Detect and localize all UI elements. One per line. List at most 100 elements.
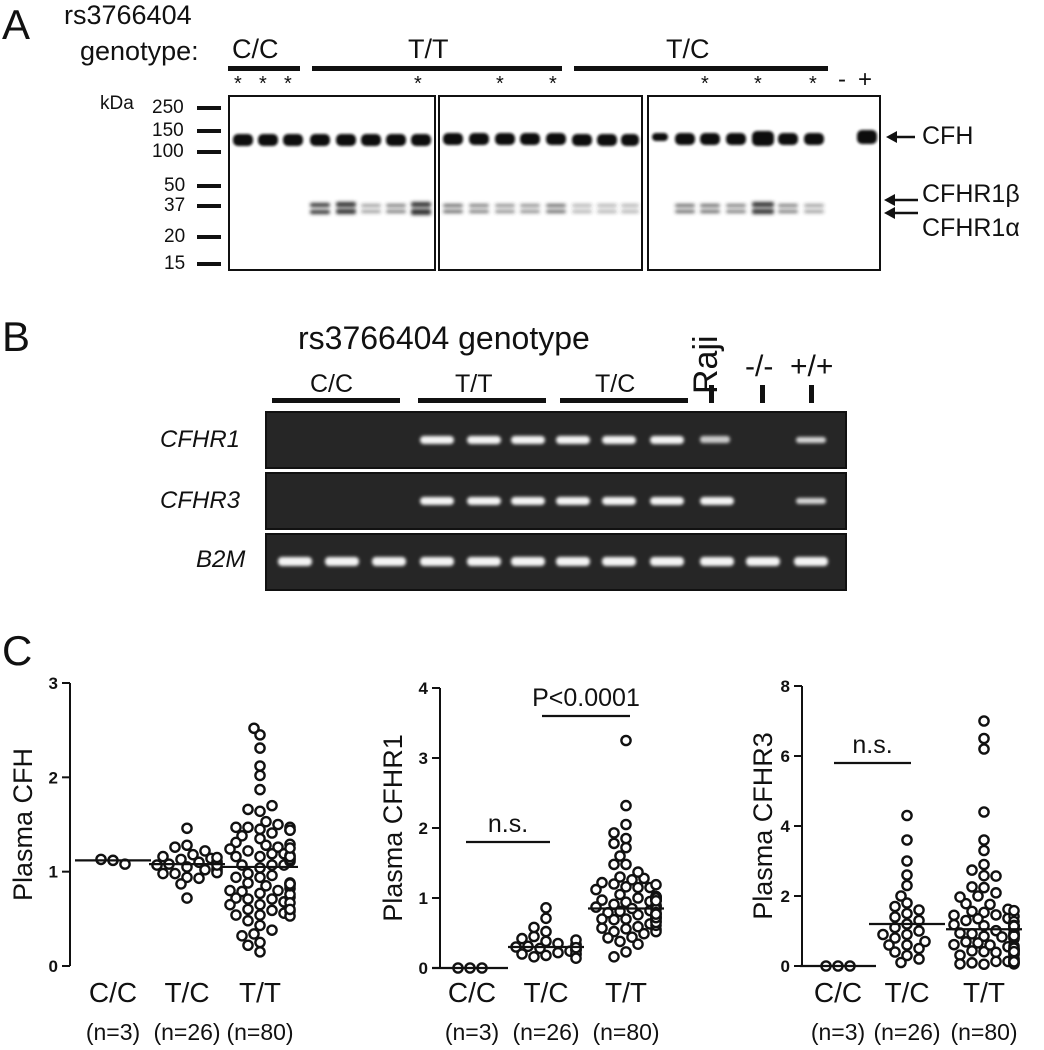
data-point xyxy=(248,722,260,735)
data-point xyxy=(540,902,552,914)
cfhr1-bands xyxy=(310,202,824,215)
data-point xyxy=(169,841,181,853)
data-point xyxy=(966,864,978,876)
blot-frame-1 xyxy=(228,95,436,271)
data-point xyxy=(181,892,193,904)
data-point xyxy=(516,932,528,945)
data-point xyxy=(528,921,540,934)
b-group-label-tc: T/C xyxy=(595,370,636,398)
data-point xyxy=(901,869,913,881)
category-label: T/T xyxy=(605,977,647,1008)
data-point xyxy=(608,913,620,926)
y-tick-label: 3 xyxy=(419,749,428,768)
data-point xyxy=(978,715,990,727)
data-point xyxy=(236,859,248,871)
data-point xyxy=(596,894,608,906)
data-point xyxy=(272,884,284,897)
data-point xyxy=(254,769,266,782)
data-point xyxy=(889,911,901,923)
data-point xyxy=(901,834,913,846)
gel-cfhr3 xyxy=(265,472,847,530)
data-point xyxy=(254,742,266,754)
data-point xyxy=(650,908,662,920)
data-point xyxy=(552,937,564,950)
data-point xyxy=(254,760,266,772)
data-point xyxy=(954,958,966,970)
data-point xyxy=(620,858,632,871)
data-point xyxy=(236,930,248,942)
asterisk-4: * xyxy=(414,73,422,95)
y-tick-label: 8 xyxy=(781,677,790,696)
data-point xyxy=(608,878,620,890)
data-point xyxy=(620,799,632,812)
data-point xyxy=(175,853,187,866)
data-point xyxy=(978,858,990,871)
data-point xyxy=(638,927,650,940)
data-point xyxy=(272,818,284,831)
data-point xyxy=(948,918,960,931)
marker-label-37: 37 xyxy=(164,195,186,216)
data-point xyxy=(901,897,913,909)
asterisk-1: * xyxy=(234,73,242,95)
data-point xyxy=(552,946,564,959)
data-point xyxy=(913,925,925,937)
y-tick-label: 2 xyxy=(419,819,428,838)
data-point xyxy=(266,924,278,936)
data-point xyxy=(230,871,242,884)
data-point xyxy=(284,903,296,916)
data-point xyxy=(1008,945,1020,958)
category-label: T/C xyxy=(884,977,929,1008)
n-label: (n=26) xyxy=(512,1019,579,1045)
data-point xyxy=(254,909,266,921)
y-axis-label: Plasma CFHR1 xyxy=(378,734,408,922)
data-point xyxy=(596,876,608,889)
data-point xyxy=(620,923,632,935)
data-point xyxy=(224,898,236,911)
data-point xyxy=(913,953,925,965)
data-point xyxy=(632,938,644,951)
data-point xyxy=(193,872,205,885)
category-label: T/T xyxy=(239,977,281,1008)
data-point xyxy=(242,845,254,857)
data-point xyxy=(901,855,913,867)
y-tick-label: 2 xyxy=(49,768,58,787)
data-point xyxy=(972,912,984,925)
b-group-bar-tc xyxy=(560,398,688,403)
data-point xyxy=(978,869,990,882)
data-point xyxy=(990,955,1002,968)
band-arrows xyxy=(884,131,918,219)
data-point xyxy=(181,822,193,835)
asterisk-2: * xyxy=(259,73,267,95)
data-point xyxy=(620,913,632,925)
gel-row-label-cfhr3: CFHR3 xyxy=(160,487,241,514)
data-point xyxy=(230,821,242,834)
n-label: (n=3) xyxy=(811,1019,865,1045)
group-bar-tc xyxy=(574,66,828,71)
data-point xyxy=(254,871,266,884)
data-point xyxy=(614,850,626,862)
cfh-bands xyxy=(233,130,877,146)
data-point xyxy=(984,939,996,951)
asterisk-7: * xyxy=(701,73,709,95)
data-point xyxy=(614,888,626,901)
data-point xyxy=(199,845,211,857)
data-point xyxy=(254,850,266,863)
y-tick-label: 1 xyxy=(419,889,428,908)
n-label: (n=26) xyxy=(873,1019,940,1045)
gel-row-label-cfhr1: CFHR1 xyxy=(160,426,241,453)
data-point xyxy=(254,936,266,949)
data-point xyxy=(260,815,272,828)
data-point xyxy=(528,930,540,943)
control-tick-neg xyxy=(760,385,765,403)
data-point xyxy=(242,877,254,889)
kda-label: kDa xyxy=(100,93,134,114)
data-point xyxy=(242,867,254,880)
data-point xyxy=(626,874,638,886)
data-point xyxy=(242,939,254,952)
data-point xyxy=(901,907,913,920)
data-point xyxy=(978,732,990,745)
data-point xyxy=(248,928,260,940)
data-point xyxy=(157,867,169,880)
data-point xyxy=(242,803,254,816)
